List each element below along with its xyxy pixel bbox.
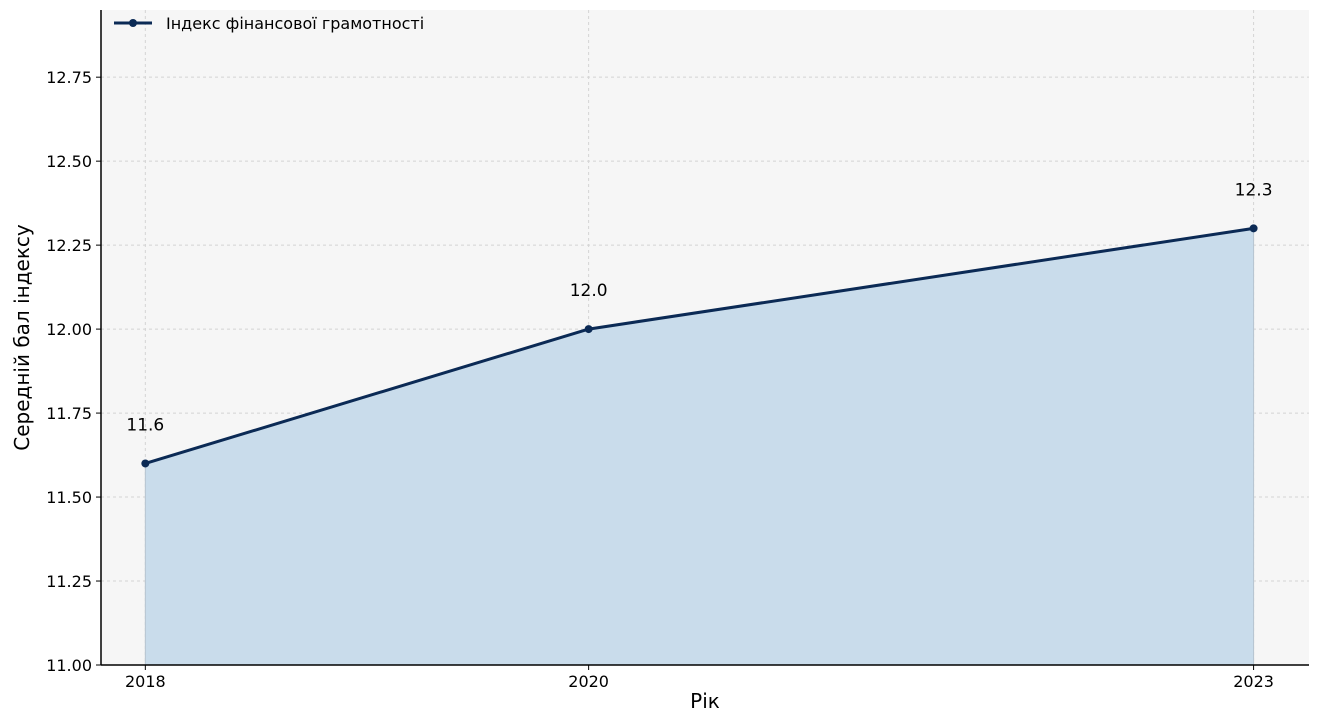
y-tick-label: 12.00 [46, 320, 92, 339]
x-tick-label: 2018 [125, 672, 166, 691]
legend-marker [129, 19, 137, 27]
y-tick-label: 12.50 [46, 152, 92, 171]
data-label: 12.3 [1235, 180, 1273, 200]
data-point [141, 459, 150, 468]
x-axis-title: Рік [690, 689, 720, 713]
data-labels: 11.6 12.0 12.3 [126, 180, 1272, 435]
legend: Індекс фінансової грамотності [114, 14, 424, 33]
y-axis-ticks: 11.00 11.25 11.50 11.75 12.00 12.25 12.50 12.75 [46, 68, 101, 675]
x-tick-label: 2020 [568, 672, 609, 691]
data-points [141, 224, 1258, 468]
legend-label: Індекс фінансової грамотності [166, 14, 424, 33]
y-tick-label: 11.50 [46, 488, 92, 507]
data-label: 12.0 [570, 281, 608, 301]
x-axis-ticks: 2018 2020 2023 [125, 665, 1274, 691]
data-point [584, 325, 593, 334]
data-point [1249, 224, 1258, 233]
y-tick-label: 11.75 [46, 404, 92, 423]
data-label: 11.6 [126, 415, 164, 435]
y-tick-label: 12.75 [46, 68, 92, 87]
y-tick-label: 12.25 [46, 236, 92, 255]
y-tick-label: 11.00 [46, 656, 92, 675]
x-tick-label: 2023 [1233, 672, 1274, 691]
y-tick-label: 11.25 [46, 572, 92, 591]
grid [101, 10, 1309, 665]
y-axis-title: Середній бал індексу [10, 224, 34, 451]
